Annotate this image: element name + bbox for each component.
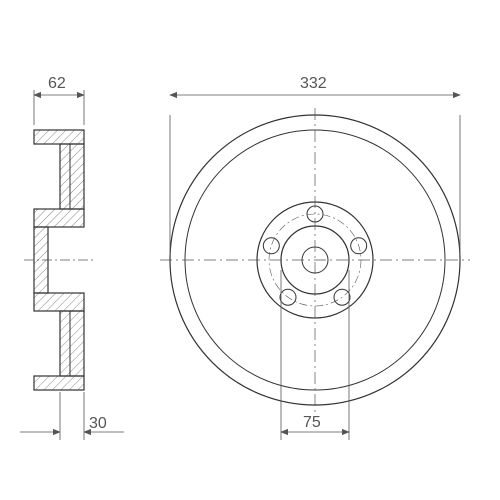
technical-drawing: 62 30	[0, 60, 500, 460]
side-view	[24, 130, 94, 390]
dimension-62: 62	[34, 75, 84, 125]
dim-75-value: 75	[303, 414, 321, 431]
drawing-svg: 62 30	[0, 60, 500, 460]
dim-62-value: 62	[48, 75, 66, 92]
dimension-30: 30	[20, 392, 124, 440]
dim-332-value: 332	[300, 75, 327, 92]
front-view	[160, 108, 470, 412]
dim-30-value: 30	[89, 415, 107, 432]
